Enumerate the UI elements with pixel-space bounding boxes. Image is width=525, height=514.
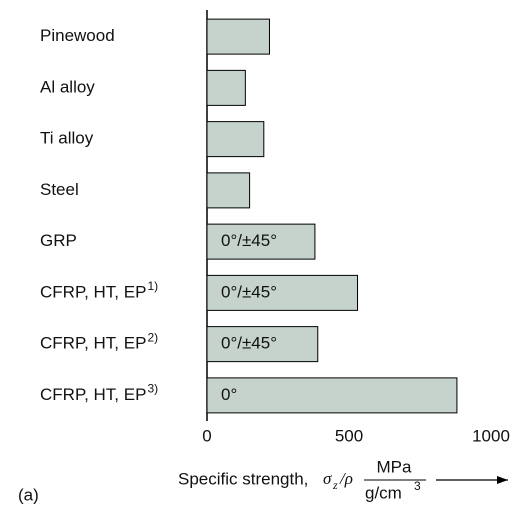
panel-label: (a) xyxy=(18,485,39,504)
bar xyxy=(206,18,270,55)
bar xyxy=(206,69,246,106)
x-tick-label: 0 xyxy=(202,426,211,445)
x-axis-symbol-sub: z xyxy=(332,478,338,492)
arrow-head xyxy=(497,476,508,484)
x-axis-symbol-rest: /ρ xyxy=(339,469,353,488)
bar xyxy=(206,326,319,363)
bar xyxy=(206,377,458,414)
category-superscript: 2) xyxy=(147,330,158,344)
bar xyxy=(206,274,359,311)
bar xyxy=(206,172,251,209)
category-label: Steel xyxy=(40,180,79,199)
x-axis-label: Specific strength, xyxy=(178,469,308,488)
bar-label: 0° xyxy=(221,385,237,404)
x-axis-unit-denominator: g/cm xyxy=(365,483,402,502)
category-superscript: 3) xyxy=(147,382,158,396)
x-tick-label: 500 xyxy=(335,426,363,445)
x-tick-label: 1000 xyxy=(472,426,510,445)
category-label: Al alloy xyxy=(40,77,95,96)
category-label: GRP xyxy=(40,231,77,250)
category-label: CFRP, HT, EP xyxy=(40,334,146,353)
category-label: Pinewood xyxy=(40,26,115,45)
category-superscript: 1) xyxy=(147,279,158,293)
x-axis-symbol: σ xyxy=(323,469,332,488)
x-axis-unit-numerator: MPa xyxy=(377,457,413,476)
bar xyxy=(206,121,265,158)
bar xyxy=(206,223,316,260)
bar-label: 0°/±45° xyxy=(221,231,277,250)
bar-label: 0°/±45° xyxy=(221,334,277,353)
category-label: CFRP, HT, EP xyxy=(40,385,146,404)
x-axis-unit-sup: 3 xyxy=(414,479,421,493)
bar-label: 0°/±45° xyxy=(221,282,277,301)
category-label: Ti alloy xyxy=(40,129,94,148)
category-label: CFRP, HT, EP xyxy=(40,282,146,301)
